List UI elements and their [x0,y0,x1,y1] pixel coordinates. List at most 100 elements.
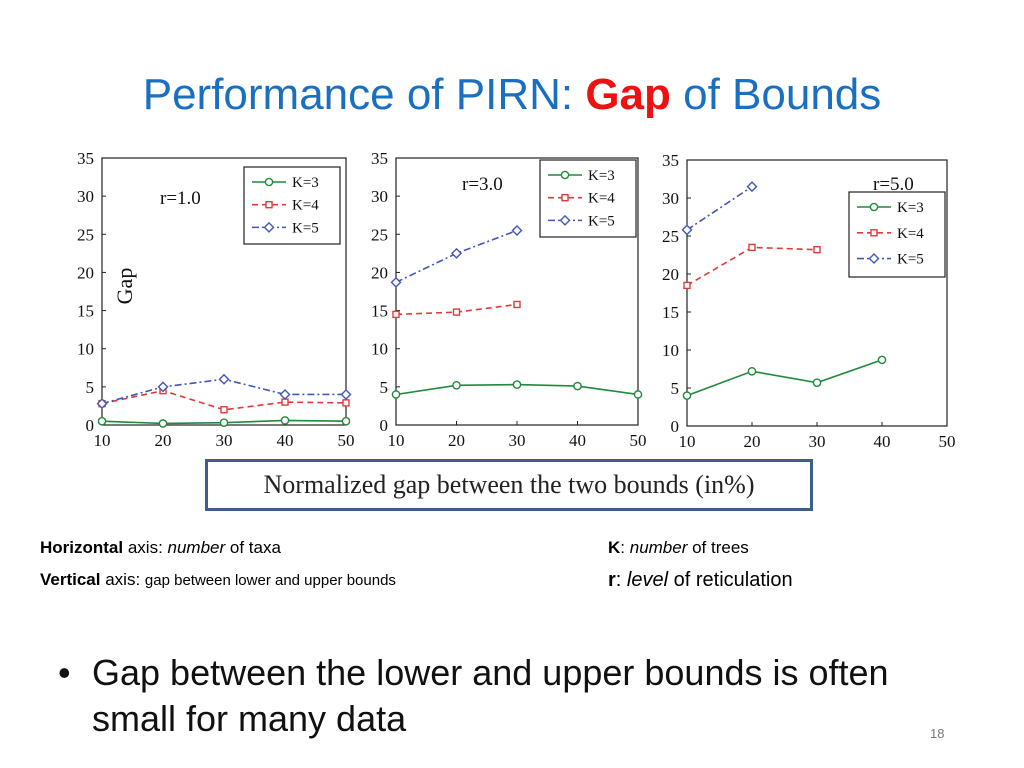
data-point-k3 [219,418,229,428]
chart-r5: 0 5 10 15 20 25 30 35 10 20 30 40 50 r=5.0 K=3 K=4 K=5 [662,151,956,451]
legend-entry: K=4 [588,191,615,207]
data-point-k3 [682,391,692,400]
r-italic: level [626,569,669,591]
r-mid: : [615,569,627,591]
r-note: r: level of reticulation [608,564,793,596]
chart-caption: Normalized gap between the two bounds (i… [205,459,813,511]
data-point-k5 [96,398,108,410]
y-tick-label: 25 [77,225,94,244]
axis-notes: Horizontal axis: number of taxa Vertical… [40,532,396,596]
legend-entry: K=4 [292,198,319,214]
x-tick-label: 20 [448,431,465,450]
series-line-k4 [686,246,818,287]
y-axis-label: Gap [112,268,137,305]
y-tick-label: 10 [371,340,388,359]
x-tick-label: 30 [809,432,826,451]
data-point-k3 [341,416,351,426]
data-point-k4 [342,399,350,407]
legend-entry: K=5 [588,213,615,229]
legend-marker [561,193,569,202]
data-point-k5 [511,224,523,236]
y-tick-label: 20 [371,263,388,282]
y-tick-label: 5 [86,378,95,397]
y-tick-label: 15 [662,303,679,322]
x-tick-label: 40 [569,431,586,450]
x-tick-label: 10 [679,432,696,451]
y-tick-label: 35 [371,149,388,168]
y-tick-label: 10 [662,341,679,360]
legend-box [539,159,637,238]
data-point-k3 [633,390,643,399]
y-tick-label: 30 [77,187,94,206]
data-point-k5 [279,388,291,400]
bullet-dot: • [58,652,71,693]
series-line-k5 [686,185,753,231]
legend-marker [870,229,878,237]
data-point-k5 [681,224,693,236]
k-bold: K [608,538,621,557]
legend-box [848,191,946,278]
data-point-k3 [452,381,461,390]
k-note: K: number of trees [608,532,793,564]
y-tick-label: 20 [662,265,679,284]
data-point-k5 [746,181,758,193]
bullet-text: Gap between the lower and upper bounds i… [92,652,889,739]
legend-entry: K=5 [897,252,924,268]
y-tick-label: 25 [662,227,679,246]
horizontal-bold: Horizontal [40,538,124,557]
horizontal-mid: axis: [123,538,168,557]
x-tick-label: 10 [94,431,111,450]
y-tick-label: 35 [662,151,679,170]
legend-box [243,166,341,245]
x-tick-label: 50 [338,431,355,450]
series-line-k4 [101,389,347,411]
legend-entry: K=4 [897,226,924,242]
parameter-notes: K: number of trees r: level of reticulat… [608,532,793,596]
legend-entry: K=3 [292,175,319,191]
data-point-k5 [390,276,402,288]
legend-marker [868,253,880,265]
y-tick-label: 0 [380,416,389,435]
data-point-k4 [813,245,821,254]
legend-marker [559,214,571,226]
horizontal-italic: number [167,538,226,557]
data-point-k3 [97,416,107,426]
slide-number: 18 [930,726,945,741]
y-tick-label: 5 [380,378,389,397]
y-tick-label: 15 [371,302,388,321]
y-tick-label: 35 [77,149,94,168]
x-tick-label: 20 [155,431,172,450]
y-tick-label: 25 [371,225,388,244]
horizontal-end: of taxa [225,538,281,557]
data-point-k4 [392,310,400,319]
data-point-k5 [451,247,462,259]
data-point-k3 [573,381,582,391]
legend-marker [560,170,570,180]
data-point-k4 [220,406,228,414]
x-tick-label: 30 [509,431,526,450]
data-point-k5 [340,388,352,400]
data-point-k3 [512,380,522,389]
data-point-k3 [280,416,290,425]
legend-entry: K=5 [292,220,319,236]
r-end: of reticulation [668,569,793,591]
data-point-k4 [452,308,461,316]
panel-label: r=3.0 [462,174,503,195]
data-point-k3 [877,355,887,365]
panel-label: r=1.0 [160,188,201,209]
y-tick-label: 20 [77,263,94,282]
horizontal-axis-note: Horizontal axis: number of taxa [40,532,396,564]
chart-r3: 0 5 10 15 20 25 30 35 10 20 30 40 50 r=3.0 K=3 K=4 K=5 [371,149,647,450]
title-prefix: Performance of PIRN: [142,70,586,119]
k-end: of trees [687,538,749,557]
data-point-k5 [218,373,230,385]
x-tick-label: 50 [939,432,956,451]
legend-marker [869,202,879,212]
legend-marker [264,177,274,187]
k-mid: : [620,538,630,557]
y-tick-label: 5 [671,379,680,398]
slide-title: Performance of PIRN: Gap of Bounds [0,70,1024,120]
legend-marker [265,200,273,209]
data-point-k4 [748,243,756,252]
data-point-k3 [812,378,822,387]
